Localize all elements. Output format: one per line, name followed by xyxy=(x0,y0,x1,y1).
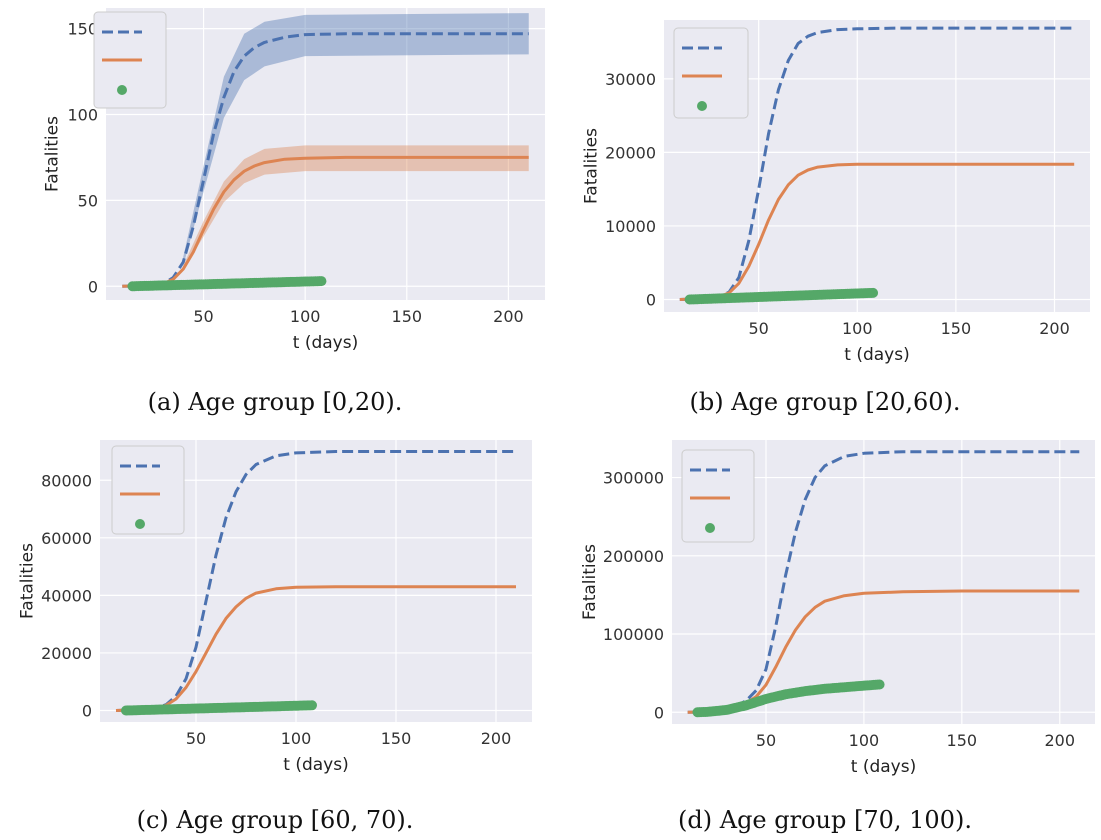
data-points-series xyxy=(684,287,879,305)
x-tick-label: 100 xyxy=(281,729,312,748)
series-line-solid xyxy=(679,162,1075,301)
y-tick-label: 100 xyxy=(67,105,98,124)
data-point xyxy=(868,287,879,298)
x-tick-label: 50 xyxy=(186,729,206,748)
legend xyxy=(111,445,185,535)
y-axis-label: Fatalities xyxy=(43,116,63,192)
y-tick-label: 0 xyxy=(654,703,664,722)
plot-area xyxy=(106,8,545,300)
y-tick-label: 30000 xyxy=(605,70,656,89)
y-tick-label: 0 xyxy=(88,277,98,296)
panel-a: 50 100 150 200 0 50 100 150 t (days) Fatalities (… xyxy=(0,0,550,420)
data-points-series xyxy=(692,679,885,718)
chart-c: 50 100 150 200 0 20000 40000 60000 80000 t (days)… xyxy=(18,440,532,775)
data-point xyxy=(307,700,317,711)
y-tick-label: 0 xyxy=(82,701,92,720)
caption-c: (c) Age group [60, 70). xyxy=(136,806,414,834)
confidence-band xyxy=(183,13,529,266)
legend xyxy=(673,27,749,119)
x-tick-label: 200 xyxy=(481,729,512,748)
legend-box xyxy=(111,445,185,535)
x-tick-label: 150 xyxy=(947,731,978,750)
panel-c: 50 100 150 200 0 20000 40000 60000 80000 t (days)… xyxy=(0,420,550,840)
legend-handle-point xyxy=(697,101,707,111)
caption-b: (b) Age group [20,60). xyxy=(689,388,961,416)
y-axis-label: Fatalities xyxy=(580,544,600,620)
data-points-series xyxy=(121,700,317,716)
x-axis-label: t (days) xyxy=(283,755,348,775)
x-tick-label: 50 xyxy=(193,307,213,326)
chart-d: 50 100 150 200 0 100000 200000 300000 t (days) Fa… xyxy=(580,440,1095,777)
legend-box xyxy=(681,449,755,543)
y-tick-label: 20000 xyxy=(605,143,656,162)
y-tick-label: 300000 xyxy=(603,469,664,488)
x-tick-label: 50 xyxy=(748,319,768,338)
caption-a: (a) Age group [0,20). xyxy=(147,388,403,416)
y-tick-label: 10000 xyxy=(605,217,656,236)
data-points-series xyxy=(127,276,327,292)
y-tick-label: 200000 xyxy=(603,547,664,566)
grid xyxy=(100,440,532,722)
x-axis-label: t (days) xyxy=(851,757,916,777)
y-tick-label: 100000 xyxy=(603,625,664,644)
chart-b: 50 100 150 200 0 10000 20000 30000 t (days) Fatal… xyxy=(582,20,1090,365)
chart-a: 50 100 150 200 0 50 100 150 t (days) Fatalities xyxy=(43,8,545,353)
x-tick-label: 50 xyxy=(756,731,776,750)
panel-b: 50 100 150 200 0 10000 20000 30000 t (days) Fatal… xyxy=(550,0,1100,420)
y-axis-label: Fatalities xyxy=(582,128,602,204)
panel-d: 50 100 150 200 0 100000 200000 300000 t (days) Fa… xyxy=(550,420,1100,840)
x-axis-label: t (days) xyxy=(293,333,358,353)
y-tick-label: 50 xyxy=(78,191,98,210)
x-tick-label: 150 xyxy=(941,319,972,338)
data-point xyxy=(316,276,327,287)
x-tick-label: 200 xyxy=(1044,731,1075,750)
x-tick-label: 100 xyxy=(842,319,873,338)
legend-box xyxy=(673,27,749,119)
grid xyxy=(106,8,545,300)
x-axis-label: t (days) xyxy=(844,345,909,365)
x-tick-label: 150 xyxy=(381,729,412,748)
legend xyxy=(681,449,755,543)
series-line-solid xyxy=(122,155,529,288)
legend xyxy=(93,11,167,109)
grid xyxy=(672,440,1095,724)
x-tick-label: 100 xyxy=(849,731,880,750)
x-tick-label: 100 xyxy=(290,307,321,326)
x-tick-label: 150 xyxy=(392,307,423,326)
y-tick-label: 20000 xyxy=(41,644,92,663)
y-tick-label: 60000 xyxy=(41,529,92,548)
y-tick-label: 150 xyxy=(67,20,98,39)
y-tick-label: 40000 xyxy=(41,586,92,605)
legend-handle-point xyxy=(705,523,715,533)
x-tick-label: 200 xyxy=(493,307,524,326)
y-tick-label: 80000 xyxy=(41,471,92,490)
y-axis-label: Fatalities xyxy=(18,543,38,619)
legend-handle-point xyxy=(117,85,127,95)
data-point xyxy=(874,679,885,690)
legend-handle-point xyxy=(135,519,145,529)
caption-d: (d) Age group [70, 100). xyxy=(678,806,972,834)
y-tick-label: 0 xyxy=(646,290,656,309)
x-tick-label: 200 xyxy=(1039,319,1070,338)
